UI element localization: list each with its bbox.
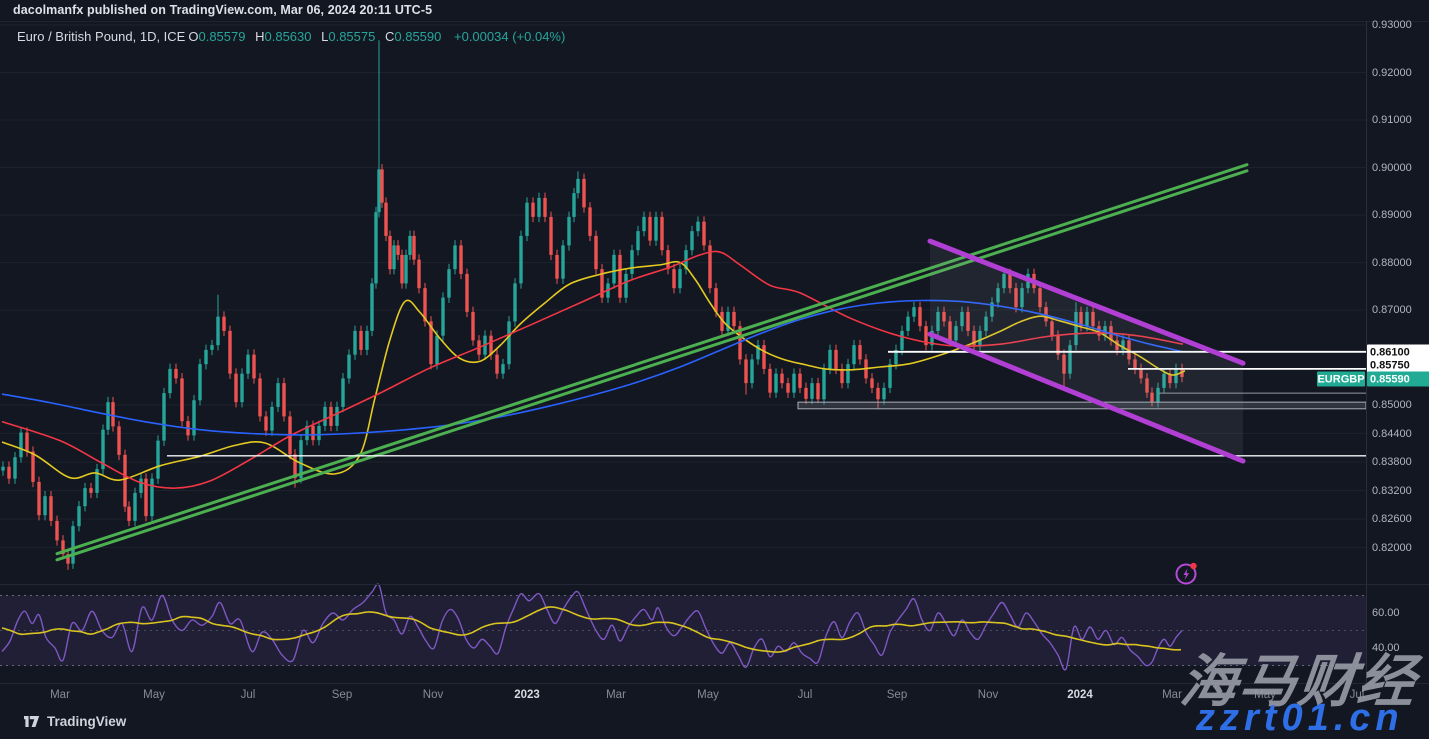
symbol-title[interactable]: Euro / British Pound, 1D, ICE [17,29,186,44]
pane-separator[interactable] [0,584,1429,585]
tradingview-logo[interactable]: TradingView [24,714,126,729]
price-tick: 0.89000 [1372,209,1412,221]
change-value: +0.00034 (+0.04%) [454,29,566,44]
time-tick: 2023 [514,689,540,701]
tradingview-logo-text: TradingView [47,714,127,729]
boost-lightning-icon[interactable] [1173,560,1200,587]
price-line-badge-08575: 0.85750 [1367,357,1429,373]
ohlc-field: O0.85579 [188,29,246,44]
time-tick: Jul [797,689,813,701]
time-tick: Jul [1349,689,1365,701]
price-tick: 0.84400 [1372,427,1412,440]
ohlc-field: L0.85575 [321,29,376,44]
topbar-divider [0,21,1429,22]
price-tick: 0.85000 [1372,399,1412,411]
time-tick: Nov [422,689,444,701]
time-tick: Jul [240,689,256,701]
ohlc-values: O0.85579 H0.85630 L0.85575 C0.85590 [188,29,451,44]
price-tick: 0.90000 [1372,161,1412,174]
time-tick: Sep [331,689,353,701]
price-tick: 0.88000 [1372,256,1412,269]
published-bar: dacolmanfx published on TradingView.com,… [13,3,433,17]
symbol-legend[interactable]: Euro / British Pound, 1D, ICE O0.85579 H0… [17,29,568,44]
time-tick: Mar [50,689,70,701]
watermark-url: zzrt01.cn [1196,697,1404,739]
time-tick: May [697,689,719,701]
ohlc-field: H0.85630 [255,29,312,44]
price-tick: 0.83200 [1372,484,1412,497]
last-price-badge: 0.85590 [1367,371,1429,387]
time-tick: Mar [606,689,626,701]
ohlc-field: C0.85590 [384,29,442,44]
rsi-tick: 40.00 [1372,642,1400,654]
price-tick: 0.91000 [1372,114,1412,126]
price-line-badge-0861: 0.86100 [1367,344,1429,360]
time-tick: 2024 [1067,689,1093,701]
price-tick: 0.83800 [1372,456,1412,468]
time-tick: Sep [886,689,908,701]
price-tick: 0.87000 [1372,304,1412,316]
price-tick: 0.93000 [1372,19,1412,31]
timeaxis-separator [0,683,1429,684]
price-tick: 0.82000 [1372,541,1412,554]
time-tick: May [143,689,165,701]
symbol-badge-label: EURGBP [1317,371,1365,387]
rsi-tick: 60.00 [1372,607,1400,619]
time-tick: Nov [977,689,999,701]
price-tick: 0.82600 [1372,513,1412,525]
time-tick: May [1254,689,1276,701]
price-tick: 0.92000 [1372,66,1412,79]
tradingview-logo-icon [24,715,40,727]
axis-separator [1366,21,1367,683]
time-tick: Mar [1162,689,1182,701]
